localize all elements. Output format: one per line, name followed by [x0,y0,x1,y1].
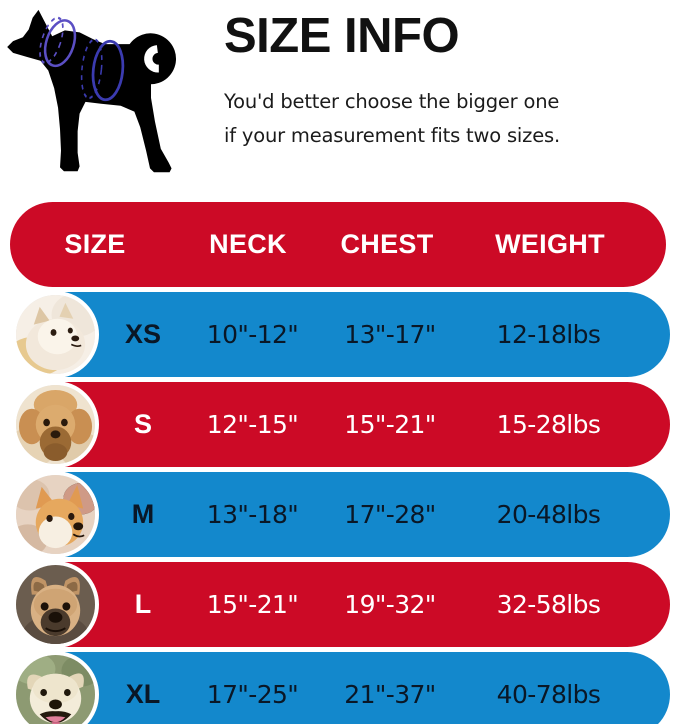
poodle-photo [12,381,99,468]
size-table: SIZE NECK CHEST WEIGHT [0,202,679,724]
french-bulldog-photo [12,561,99,648]
table-row: S 12"-15" 15"-21" 15-28lbs [0,381,679,468]
table-row: XS 10"-12" 13"-17" 12-18lbs [0,291,679,378]
page-subtitle: You'd better choose the bigger one if yo… [224,85,679,152]
subtitle-line-1: You'd better choose the bigger one [224,90,560,113]
neck-measurement-ring [39,16,77,68]
table-row: L 15"-21" 19"-32" 32-58lbs [0,561,679,648]
shiba-inu-photo [12,471,99,558]
row-pill [22,382,670,467]
header-pill [10,202,666,287]
page-title: SIZE INFO [224,9,460,63]
row-pill [22,472,670,557]
header-text-block: SIZE INFO You'd better choose the bigger… [210,0,679,152]
header: SIZE INFO You'd better choose the bigger… [0,0,679,196]
table-row: M 13"-18" 17"-28" 20-48lbs [0,471,679,558]
labrador-photo [12,651,99,724]
pomeranian-photo [12,291,99,378]
row-pill [22,652,670,724]
table-header-row: SIZE NECK CHEST WEIGHT [0,202,679,287]
subtitle-line-2: if your measurement fits two sizes. [224,123,560,147]
chest-measurement-ring [80,38,125,102]
table-row: XL 17"-25" 21"-37" 40-78lbs [0,651,679,724]
dog-measurement-diagram [0,0,210,185]
row-pill [22,562,670,647]
row-pill [22,292,670,377]
